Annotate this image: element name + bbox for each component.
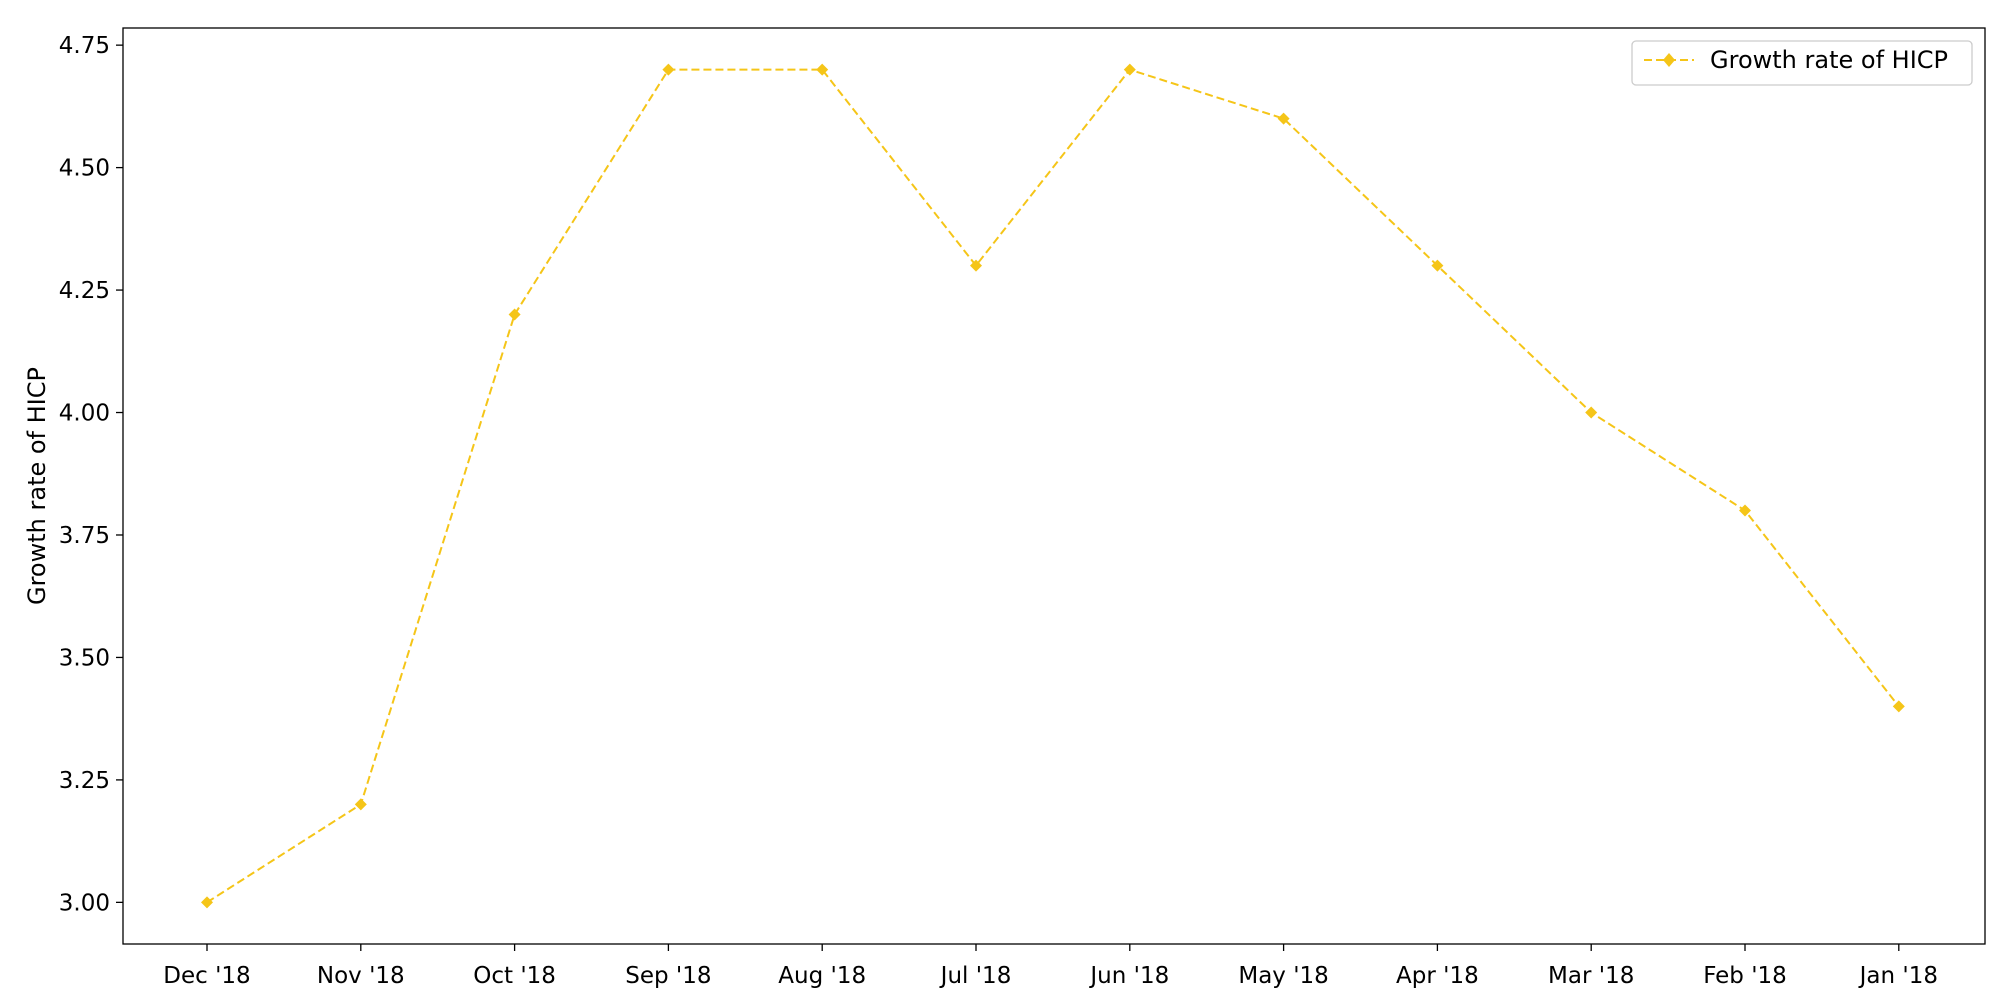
data-point-marker <box>1739 504 1751 517</box>
legend-box <box>1631 40 1973 86</box>
y-tick-label: 4.75 <box>59 33 110 59</box>
data-point-marker <box>816 63 829 76</box>
data-point-marker <box>1892 700 1905 713</box>
data-point-marker <box>508 308 521 321</box>
x-tick-label: Aug '18 <box>778 963 866 989</box>
data-point-marker <box>1431 259 1444 272</box>
data-point-marker <box>354 798 367 811</box>
x-tick-label: Mar '18 <box>1548 963 1634 989</box>
y-tick-label: 4.50 <box>59 156 110 182</box>
y-tick-label: 4.25 <box>59 278 110 304</box>
data-point-marker <box>201 896 213 909</box>
y-tick-label: 3.25 <box>59 768 110 794</box>
x-tick-label: Apr '18 <box>1396 963 1479 989</box>
x-tick-label: Jul '18 <box>939 963 1012 989</box>
x-tick-label: Sep '18 <box>625 963 711 989</box>
x-tick-label: Oct '18 <box>473 963 556 989</box>
data-point-marker <box>1585 406 1598 419</box>
y-tick-label: 4.00 <box>59 401 110 427</box>
y-tick-label: 3.75 <box>59 523 110 549</box>
y-tick-label: 3.00 <box>59 890 110 916</box>
series-layer <box>201 63 1905 909</box>
x-tick-label: Jun '18 <box>1088 963 1169 989</box>
legend: Growth rate of HICP <box>1631 40 1973 86</box>
y-axis-title: Growth rate of HICP <box>23 367 51 605</box>
y-axis: 3.00 3.25 3.50 3.75 4.00 4.25 4.50 4.75 <box>59 33 123 916</box>
data-point-marker <box>1277 112 1290 125</box>
x-axis: Dec '18 Nov '18 Oct '18 Sep '18 Aug '18 Jul '… <box>163 944 1938 989</box>
data-point-marker <box>1123 63 1136 76</box>
x-tick-label: Nov '18 <box>317 963 405 989</box>
data-point-marker <box>970 259 982 272</box>
data-point-marker <box>662 63 675 76</box>
x-tick-label: Dec '18 <box>163 963 250 989</box>
x-tick-label: Feb '18 <box>1703 963 1787 989</box>
plot-area-frame <box>122 27 1986 945</box>
series-line <box>206 68 1900 904</box>
legend-label: Growth rate of HICP <box>1710 46 1948 74</box>
y-tick-label: 3.50 <box>59 645 110 671</box>
x-tick-label: Jan '18 <box>1858 963 1938 989</box>
x-tick-label: May '18 <box>1238 963 1328 989</box>
legend-marker <box>1663 53 1675 67</box>
